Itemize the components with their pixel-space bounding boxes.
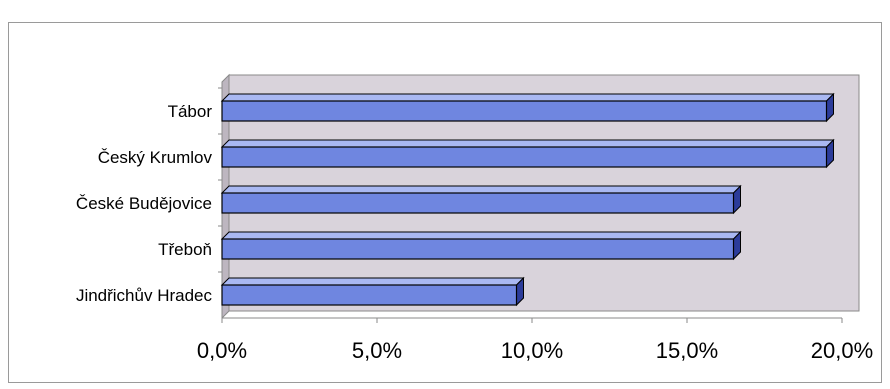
bar-front-face <box>221 100 828 122</box>
bar <box>220 276 525 307</box>
bar-front-face <box>221 238 735 260</box>
x-tick-label: 5,0% <box>352 338 402 363</box>
bar-front-face <box>221 192 735 214</box>
bar-top-face <box>220 185 742 194</box>
x-tick-label: 10,0% <box>501 338 563 363</box>
bar-front-face <box>221 284 518 306</box>
bar-front-face <box>221 146 828 168</box>
bar-top-face <box>220 231 742 240</box>
category-labels: Tábor Český Krumlov České Budějovice Třeboň… <box>76 87 222 305</box>
category-label: Jindřichův Hradec <box>76 286 213 305</box>
bar <box>220 138 835 169</box>
category-label: Český Krumlov <box>98 148 213 167</box>
bar <box>220 92 835 123</box>
chart-frame <box>8 22 882 383</box>
bar <box>220 184 742 215</box>
bar-top-face <box>220 139 835 148</box>
category-label: Třeboň <box>158 240 212 259</box>
category-label: České Budějovice <box>76 194 212 213</box>
x-tick-labels: 0,0% 5,0% 10,0% 15,0% 20,0% <box>197 318 873 363</box>
bar <box>220 230 742 261</box>
x-tick-label: 0,0% <box>197 338 247 363</box>
x-tick-label: 15,0% <box>656 338 718 363</box>
bars <box>220 92 835 307</box>
bar-top-face <box>220 277 525 286</box>
category-label: Tábor <box>168 102 213 121</box>
bar-top-face <box>220 93 835 102</box>
x-tick-label: 20,0% <box>811 338 873 363</box>
